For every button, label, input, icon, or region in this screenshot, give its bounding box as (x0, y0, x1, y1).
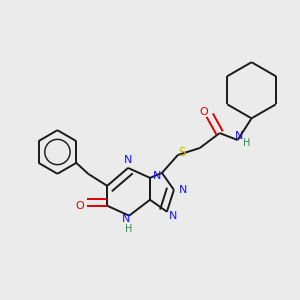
Text: H: H (125, 224, 133, 234)
Text: S: S (178, 146, 185, 159)
Text: O: O (200, 107, 208, 117)
Text: H: H (243, 138, 250, 148)
Text: N: N (235, 131, 244, 142)
Text: N: N (152, 171, 161, 182)
Text: O: O (76, 201, 84, 211)
Text: N: N (169, 211, 177, 221)
Text: N: N (124, 155, 132, 166)
Text: N: N (179, 185, 187, 195)
Text: N: N (122, 214, 130, 224)
